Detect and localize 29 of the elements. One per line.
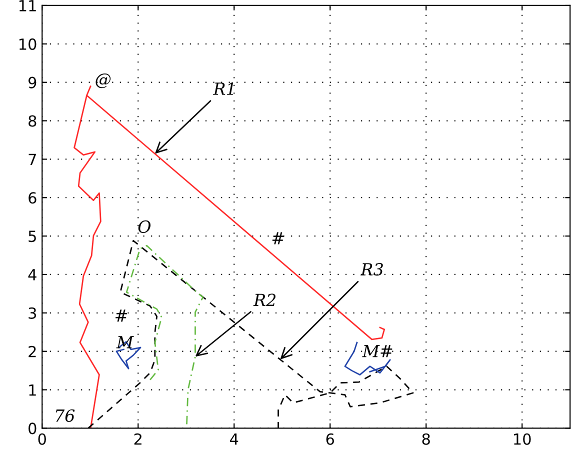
annotation: M <box>116 336 134 348</box>
y-tick-label: 4 <box>28 269 36 280</box>
y-tick-label: 6 <box>28 192 36 204</box>
annotation: @ <box>96 73 111 88</box>
y-tick-label: 5 <box>28 230 36 242</box>
x-tick-label: 2 <box>134 433 142 445</box>
annotation: R2 <box>253 294 276 306</box>
y-tick-label: 0 <box>28 422 36 434</box>
x-tick-label: 6 <box>326 433 334 445</box>
y-tick-label: 1 <box>29 384 36 396</box>
y-tick-label: 3 <box>28 307 36 319</box>
annotation: O <box>138 220 150 234</box>
annotation: M# <box>362 344 392 358</box>
x-tick-label: 8 <box>422 433 430 445</box>
y-tick-label: 9 <box>28 76 36 88</box>
y-tick-label: 10 <box>19 38 36 50</box>
x-tick-label: 4 <box>230 434 238 445</box>
y-tick-label: 2 <box>28 346 36 358</box>
y-tick-label: 8 <box>28 115 36 127</box>
x-tick-label: 0 <box>38 433 46 445</box>
y-tick-label: 7 <box>28 154 36 166</box>
y-tick-label: 11 <box>19 0 36 12</box>
x-tick-label: 10 <box>514 433 531 445</box>
annotation: R3 <box>360 263 383 276</box>
line-series <box>344 342 391 376</box>
annotation: # <box>116 310 128 322</box>
annotation: R1 <box>212 82 234 95</box>
annotation: 76 <box>56 409 75 422</box>
annotation: # <box>272 232 284 244</box>
